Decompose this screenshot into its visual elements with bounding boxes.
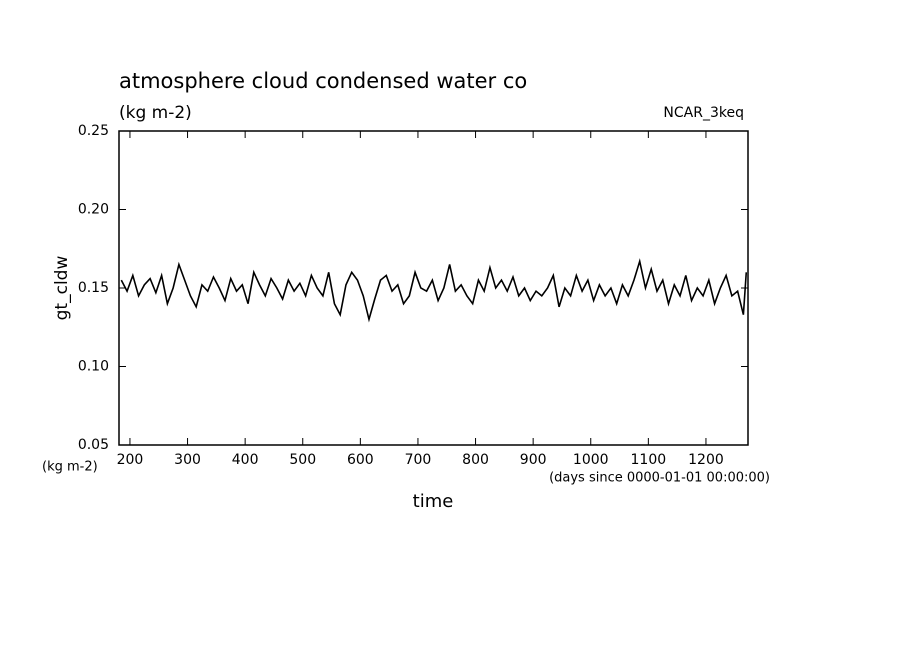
y-tick-label: 0.25 [78,123,109,139]
x-tick-label: 900 [520,452,547,468]
x-tick-label: 400 [232,452,259,468]
data-line [120,258,748,323]
x-unit: (days since 0000-01-01 00:00:00) [549,471,770,486]
x-tick-label: 700 [405,452,432,468]
x-tick-label: 1000 [573,452,609,468]
plot-frame [118,130,749,446]
y-tick-label: 0.05 [78,437,109,453]
x-axis-label: time [413,491,454,512]
x-tick-label: 500 [289,452,316,468]
y-tick-label: 0.10 [78,359,109,375]
y-unit: (kg m-2) [42,460,98,475]
x-tick-label: 800 [462,452,489,468]
x-tick-label: 1200 [688,452,724,468]
y-axis-label: gt_cldw [52,256,72,321]
x-tick-label: 1100 [631,452,667,468]
y-tick-label: 0.20 [78,202,109,218]
y-tick-label: 0.15 [78,280,109,296]
run-label: NCAR_3keq [663,105,744,121]
x-tick-label: 600 [347,452,374,468]
chart-subtitle: (kg m-2) [119,103,192,123]
x-tick-label: 300 [174,452,201,468]
chart-title: atmosphere cloud condensed water co [119,69,527,93]
x-tick-label: 200 [117,452,144,468]
